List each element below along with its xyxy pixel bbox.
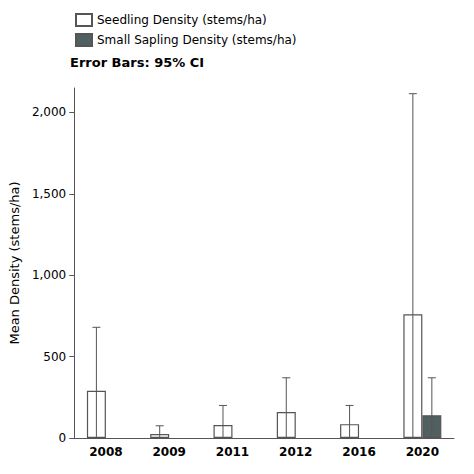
svg-text:Mean Density (stems/ha): Mean Density (stems/ha): [7, 181, 22, 344]
svg-text:2020: 2020: [406, 445, 439, 459]
svg-text:Seedling Density (stems/ha): Seedling Density (stems/ha): [97, 13, 267, 27]
svg-text:2,000: 2,000: [32, 105, 66, 119]
svg-text:Error Bars: 95% CI: Error Bars: 95% CI: [70, 55, 204, 70]
svg-text:2008: 2008: [89, 445, 122, 459]
svg-text:500: 500: [43, 350, 66, 364]
svg-text:1,000: 1,000: [32, 268, 66, 282]
svg-text:2012: 2012: [279, 445, 312, 459]
svg-text:2009: 2009: [152, 445, 185, 459]
svg-text:1,500: 1,500: [32, 187, 66, 201]
svg-text:2011: 2011: [216, 445, 249, 459]
svg-text:0: 0: [59, 431, 67, 445]
svg-text:Small Sapling Density (stems/h: Small Sapling Density (stems/ha): [97, 33, 297, 47]
svg-text:2016: 2016: [342, 445, 375, 459]
